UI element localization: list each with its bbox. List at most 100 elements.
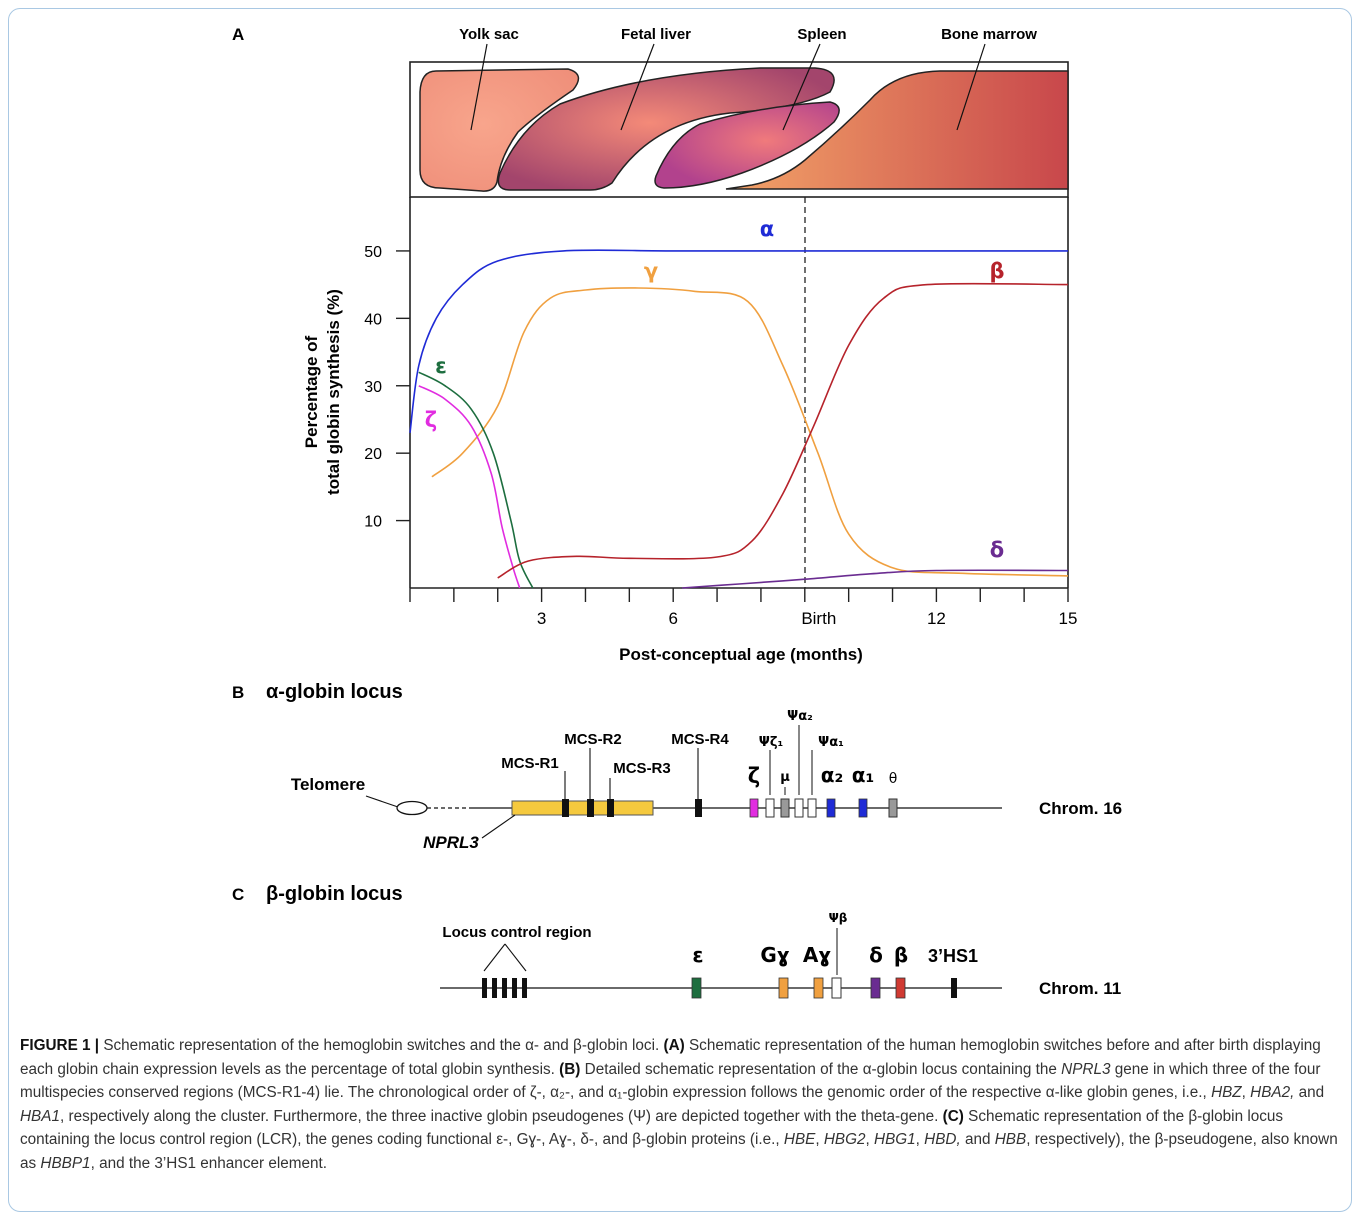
beta-label: β	[894, 943, 908, 967]
mcs-r2-box	[587, 799, 594, 817]
psi-alpha1-gene-box	[807, 798, 817, 818]
caption-nprl3: NPRL3	[1061, 1060, 1111, 1078]
psi-alpha1-label: Ψα₁	[818, 735, 844, 750]
y-tick-label: 10	[364, 514, 382, 531]
caption-comma-3: ,	[815, 1131, 824, 1148]
yolk-sac-shape	[419, 68, 580, 192]
bone-marrow-shape	[725, 70, 1069, 190]
spleen-leader	[782, 43, 821, 131]
caption-text-4: gene in which three of the four multispe…	[20, 1060, 1321, 1102]
mcs-r1-box	[562, 799, 569, 817]
mcs-r4-box	[695, 799, 702, 817]
theta-gene-box	[888, 798, 898, 818]
epsilon-gene-box	[691, 977, 702, 999]
series-label-gamma: γ	[644, 259, 658, 283]
y-axis-label-line2: total globin synthesis (%)	[324, 289, 343, 495]
y-tick-label: 40	[364, 311, 382, 328]
mcs-r1-label: MCS-R1	[501, 755, 559, 772]
mu-gene-box	[780, 798, 790, 818]
y-tick-label: 20	[364, 446, 382, 463]
caption-text-8: , and the 3’HS1 enhancer element.	[90, 1154, 327, 1172]
caption-label: FIGURE 1 |	[20, 1037, 100, 1054]
hs1-label: 3’HS1	[928, 946, 978, 966]
series-lines	[409, 249, 1069, 589]
caption-comma-4: ,	[865, 1131, 875, 1148]
mcs-r3-box	[607, 799, 614, 817]
a-gamma-label: Aɣ	[803, 943, 831, 967]
caption-comma-5: ,	[915, 1131, 925, 1148]
alpha1-label: α₁	[852, 763, 875, 787]
epsilon-label: ε	[692, 943, 703, 967]
psi-alpha2-label: Ψα₂	[787, 709, 813, 724]
delta-gene-box	[870, 977, 881, 999]
mcs-r4-label: MCS-R4	[671, 731, 729, 748]
telomere-leader	[365, 795, 399, 808]
lcr-hs-box-3	[502, 978, 507, 998]
lcr-hs-box-2	[492, 978, 497, 998]
nprl3-leader	[481, 814, 516, 839]
x-tick-label: 3	[537, 609, 546, 628]
mcs-r3-label: MCS-R3	[613, 760, 671, 777]
theta-label: θ	[889, 771, 898, 787]
lcr-hs-box-5	[522, 978, 527, 998]
lcr-hs-box-4	[512, 978, 517, 998]
panel-b-title: α-globin locus	[266, 681, 403, 703]
telomere-ellipse	[396, 800, 428, 816]
caption-hbd: HBD,	[924, 1131, 961, 1148]
x-axis-label: Post-conceptual age (months)	[619, 645, 863, 664]
caption-a-label: (A)	[663, 1037, 685, 1054]
series-line-0	[409, 249, 1068, 434]
chrom-11-label: Chrom. 11	[1039, 979, 1121, 998]
series-label-alpha: α	[760, 217, 774, 241]
caption-comma-1: ,	[1241, 1084, 1251, 1101]
g-gamma-label: Gɣ	[760, 943, 789, 967]
organ-label-spleen: Spleen	[797, 26, 846, 43]
lcr-leader-left	[483, 943, 506, 972]
yolk-sac-leader	[470, 43, 488, 131]
caption-and-1: and	[1294, 1084, 1325, 1101]
organ-label-yolk-sac: Yolk sac	[459, 26, 519, 43]
x-tick-label: 15	[1059, 609, 1078, 628]
series-label-epsilon: ε	[435, 354, 447, 378]
lcr-hs-box-1	[482, 978, 487, 998]
organ-label-fetal-liver: Fetal liver	[621, 26, 691, 43]
telomere-label: Telomere	[291, 775, 365, 794]
figure-graphic: A Yolk sac Fetal liver Spleen Bone marro…	[232, 25, 1122, 999]
caption-and-2: and	[960, 1131, 995, 1148]
alpha2-gene-box	[826, 798, 836, 818]
psi-alpha2-gene-box	[794, 798, 804, 818]
caption-hba1: HBA1	[20, 1107, 60, 1125]
fetal-liver-leader	[620, 43, 655, 131]
x-tick-label: Birth	[801, 609, 836, 628]
alpha1-gene-box	[858, 798, 868, 818]
caption-hba2: HBA2,	[1250, 1084, 1295, 1101]
caption-hbz: HBZ	[1211, 1084, 1242, 1101]
caption-hbbp1: HBBP1	[40, 1154, 91, 1172]
nprl3-label: NPRL3	[423, 833, 479, 852]
caption-text-1: Schematic representation of the hemoglob…	[99, 1037, 664, 1054]
series-line-2	[418, 371, 534, 589]
a-gamma-gene-box	[813, 977, 824, 999]
beta-gene-box	[895, 977, 906, 999]
series-label-beta: β	[989, 259, 1004, 283]
caption-text-6: Schematic representation of the β-globin…	[20, 1107, 1284, 1149]
x-ticks: 3 6 Birth 12 15	[409, 588, 1078, 628]
zeta-label: ζ	[748, 764, 760, 788]
y-ticks: 10 20 30 40 50	[364, 244, 410, 531]
mcs-r2-label: MCS-R2	[564, 731, 622, 748]
y-axis-label-line1: Percentage of	[302, 335, 321, 448]
hs1-box	[951, 978, 957, 998]
mu-label: μ	[780, 770, 790, 785]
psi-zeta1-gene-box	[765, 798, 775, 818]
series-line-1	[431, 287, 1069, 577]
caption-text-3: Detailed schematic representation of the…	[580, 1060, 1062, 1078]
psi-beta-gene-box	[831, 977, 842, 999]
psi-zeta1-label: Ψζ₁	[759, 735, 783, 750]
lcr-label: Locus control region	[442, 924, 591, 941]
caption-text-2: Schematic representation of the human he…	[20, 1037, 1321, 1078]
lcr-leader-right	[504, 943, 527, 972]
organ-label-bone-marrow: Bone marrow	[941, 26, 1037, 43]
alpha2-label: α₂	[821, 763, 844, 787]
series-line-5	[681, 569, 1069, 589]
zeta-gene-box	[749, 798, 759, 818]
